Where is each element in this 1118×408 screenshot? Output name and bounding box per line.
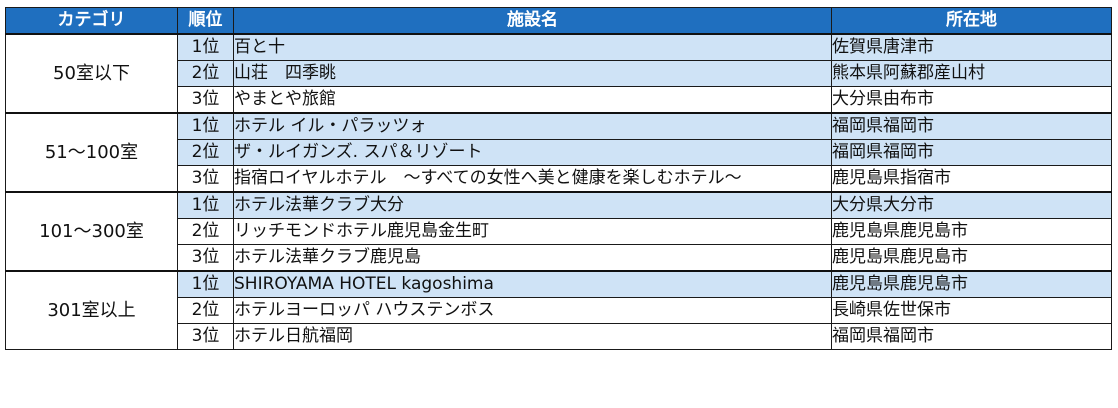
facility-name-cell: ホテル イル・パラッツォ bbox=[233, 112, 832, 140]
rank-cell: 3位 bbox=[177, 244, 234, 272]
rank-cell: 2位 bbox=[177, 297, 234, 324]
table-row: 2位 リッチモンドホテル鹿児島金生町 鹿児島県鹿児島市 bbox=[6, 218, 1112, 245]
location-cell: 佐賀県唐津市 bbox=[831, 33, 1112, 61]
facility-name-cell: やまとや旅館 bbox=[233, 86, 832, 114]
location-cell: 大分県由布市 bbox=[831, 86, 1112, 114]
facility-name-cell: ホテル法華クラブ大分 bbox=[233, 191, 832, 219]
category-cell: 51～100室 bbox=[5, 112, 178, 193]
rank-cell: 2位 bbox=[177, 60, 234, 87]
location-cell: 鹿児島県鹿児島市 bbox=[831, 244, 1112, 272]
rank-cell: 1位 bbox=[177, 112, 234, 140]
facility-name-cell: リッチモンドホテル鹿児島金生町 bbox=[233, 218, 832, 245]
facility-name-cell: 指宿ロイヤルホテル ～すべての女性へ美と健康を楽しむホテル～ bbox=[233, 165, 832, 193]
table-row: 3位 やまとや旅館 大分県由布市 bbox=[6, 86, 1112, 114]
table-row: 3位 ホテル日航福岡 福岡県福岡市 bbox=[6, 323, 1112, 350]
ranking-table-container: カテゴリ 順位 施設名 所在地 50室以下 1位 百と十 佐賀県唐津市 2位 山… bbox=[5, 7, 1112, 350]
rank-cell: 2位 bbox=[177, 139, 234, 166]
rank-cell: 3位 bbox=[177, 323, 234, 350]
rank-cell: 3位 bbox=[177, 165, 234, 193]
header-location: 所在地 bbox=[831, 7, 1112, 35]
facility-name-cell: ホテル日航福岡 bbox=[233, 323, 832, 350]
location-cell: 福岡県福岡市 bbox=[831, 323, 1112, 350]
rank-cell: 1位 bbox=[177, 270, 234, 298]
location-cell: 大分県大分市 bbox=[831, 191, 1112, 219]
rank-cell: 2位 bbox=[177, 218, 234, 245]
table-row: 50室以下 1位 百と十 佐賀県唐津市 bbox=[5, 33, 1112, 114]
facility-name-cell: ホテル法華クラブ鹿児島 bbox=[233, 244, 832, 272]
table-row: 301室以上 1位 SHIROYAMA HOTEL kagoshima 鹿児島県… bbox=[5, 270, 1112, 350]
table-row: 3位 指宿ロイヤルホテル ～すべての女性へ美と健康を楽しむホテル～ 鹿児島県指宿… bbox=[6, 165, 1112, 193]
facility-name-cell: ザ・ルイガンズ. スパ＆リゾート bbox=[233, 139, 832, 166]
table-row: 2位 山荘 四季眺 熊本県阿蘇郡産山村 bbox=[6, 60, 1112, 87]
location-cell: 鹿児島県鹿児島市 bbox=[831, 218, 1112, 245]
table-row: 2位 ホテルヨーロッパ ハウステンボス 長崎県佐世保市 bbox=[6, 297, 1112, 324]
location-cell: 熊本県阿蘇郡産山村 bbox=[831, 60, 1112, 87]
category-cell: 301室以上 bbox=[5, 270, 178, 350]
table-row: 51～100室 1位 ホテル イル・パラッツォ 福岡県福岡市 bbox=[5, 112, 1112, 193]
table-row: 101～300室 1位 ホテル法華クラブ大分 大分県大分市 bbox=[5, 191, 1112, 272]
location-cell: 長崎県佐世保市 bbox=[831, 297, 1112, 324]
facility-name-cell: 百と十 bbox=[233, 33, 832, 61]
rank-cell: 1位 bbox=[177, 191, 234, 219]
location-cell: 福岡県福岡市 bbox=[831, 139, 1112, 166]
header-facility: 施設名 bbox=[233, 7, 832, 35]
category-cell: 101～300室 bbox=[5, 191, 178, 272]
ranking-table: カテゴリ 順位 施設名 所在地 50室以下 1位 百と十 佐賀県唐津市 2位 山… bbox=[5, 7, 1112, 350]
rank-cell: 1位 bbox=[177, 33, 234, 61]
location-cell: 鹿児島県鹿児島市 bbox=[831, 270, 1112, 298]
header-row: カテゴリ 順位 施設名 所在地 bbox=[5, 7, 1112, 35]
facility-name-cell: ホテルヨーロッパ ハウステンボス bbox=[233, 297, 832, 324]
rank-cell: 3位 bbox=[177, 86, 234, 114]
header-rank: 順位 bbox=[177, 7, 234, 35]
table-row: 2位 ザ・ルイガンズ. スパ＆リゾート 福岡県福岡市 bbox=[6, 139, 1112, 166]
category-cell: 50室以下 bbox=[5, 33, 178, 114]
location-cell: 鹿児島県指宿市 bbox=[831, 165, 1112, 193]
facility-name-cell: SHIROYAMA HOTEL kagoshima bbox=[233, 270, 832, 298]
location-cell: 福岡県福岡市 bbox=[831, 112, 1112, 140]
header-category: カテゴリ bbox=[5, 7, 178, 35]
facility-name-cell: 山荘 四季眺 bbox=[233, 60, 832, 87]
